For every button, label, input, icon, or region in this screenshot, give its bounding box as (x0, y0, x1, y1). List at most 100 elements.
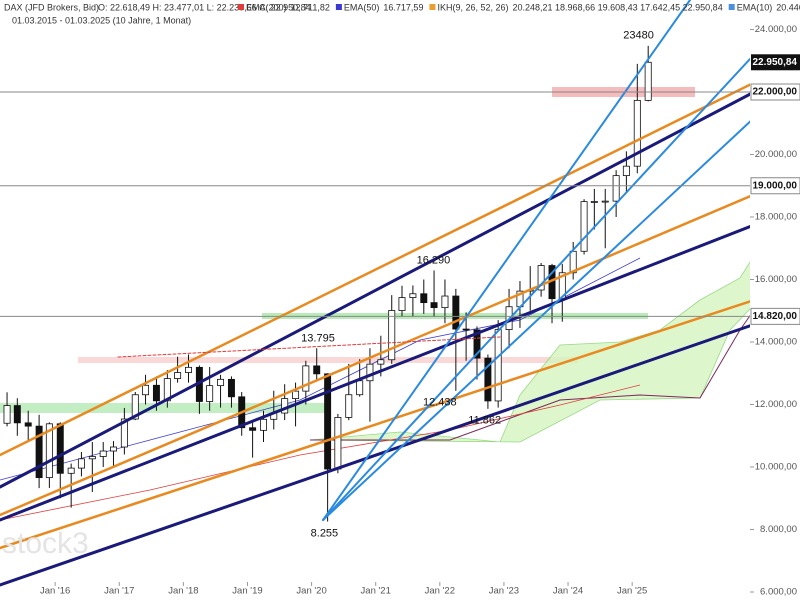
ema-200-line (0, 384, 641, 521)
candle-body (473, 329, 481, 359)
indicator-name: EMA(200) (246, 2, 287, 12)
y-tick-label: 16.000,00 (755, 274, 797, 285)
indicator-swatch (728, 4, 735, 10)
candle-body (56, 423, 64, 474)
annotation: 16.290 (417, 254, 451, 266)
candle-body (409, 293, 417, 298)
price-tag (751, 54, 800, 71)
x-tick-label: Jan '24 (553, 586, 583, 597)
annotation: 11.862 (468, 415, 501, 427)
trendline (117, 336, 501, 358)
trendline (322, 0, 691, 521)
candle-body (366, 363, 374, 382)
candle-body (67, 467, 75, 474)
candle-body (131, 394, 139, 420)
candle-body (430, 302, 438, 309)
x-tick-label: Jan '22 (425, 586, 455, 597)
y-tick-label: 6.000,00 (760, 587, 797, 598)
candle-body (77, 458, 85, 469)
candle-body (152, 384, 160, 402)
x-tick-label: Jan '21 (361, 586, 391, 597)
candle-body (420, 293, 428, 304)
candle-body (249, 427, 257, 431)
trendline (0, 173, 800, 517)
candle-body (356, 380, 364, 396)
trendlines (0, 0, 800, 587)
candle-body (622, 165, 630, 177)
candle-body (206, 385, 214, 402)
annotation: 12.438 (423, 397, 457, 409)
indicator-value: 20.248,21 18.968,66 19.608,43 17.642,45 … (513, 2, 723, 12)
candle-body (633, 99, 641, 167)
subtitle: 01.03.2015 - 01.03.2025 (10 Jahre, 1 Mon… (12, 15, 191, 25)
candle-body (260, 418, 267, 431)
y-tick-label: 12.000,00 (755, 399, 797, 410)
candle-body (217, 378, 225, 387)
candle-body (388, 310, 396, 361)
x-tick-label: Jan '23 (489, 586, 519, 597)
x-tick-label: Jan '17 (104, 586, 134, 597)
candle-body (537, 265, 545, 291)
trendline (0, 310, 792, 587)
candle-body (398, 297, 406, 311)
level-tag (750, 307, 800, 325)
indicator-name: IKH(9, 26, 52, 26) (437, 2, 508, 12)
candle-body (13, 405, 21, 424)
candle-body (24, 422, 32, 427)
y-tick-label: 10.000,00 (755, 462, 797, 473)
candle-body (494, 329, 502, 402)
candle-body (185, 366, 192, 373)
candle-body (334, 417, 342, 470)
candle-body (120, 418, 128, 448)
indicator-swatch (335, 4, 342, 10)
indicator-value: 16.717,59 (383, 2, 423, 12)
indicator-swatch (238, 4, 244, 10)
candle-body (292, 390, 300, 399)
y-tick-label: 14.000,00 (755, 337, 797, 348)
y-tick-label: 18.000,00 (755, 212, 797, 223)
indicator-name: EMA(10) (737, 2, 773, 12)
annotation: 8.255 (311, 527, 339, 539)
title: DAX (JFD Brokers, Bid) (4, 2, 99, 12)
y-tick-label: 24.000,00 (755, 24, 797, 35)
candle-body (142, 384, 150, 396)
candle-body (324, 373, 332, 470)
candle-body (377, 359, 385, 365)
candle-body (345, 394, 353, 418)
ichimoku-cloud (309, 179, 786, 443)
candle-body (580, 201, 588, 252)
candle-body (462, 328, 470, 331)
x-tick-label: Jan '18 (168, 586, 198, 597)
y-tick-label: 20.000,00 (755, 149, 797, 160)
candle-body (88, 456, 96, 460)
x-tick-label: Jan '25 (617, 586, 647, 597)
resistance-zone (78, 357, 578, 363)
candle-body (99, 450, 107, 457)
level-label: 19.000,00 (753, 180, 798, 191)
trendline (322, 74, 800, 521)
candle-body (452, 295, 460, 330)
trendline (0, 66, 800, 489)
x-tick-label: Jan '19 (232, 586, 262, 597)
trendline (0, 58, 800, 457)
level-label: 22.000,00 (753, 87, 798, 98)
trendline (0, 283, 800, 550)
level-tag (750, 177, 800, 195)
indicator-value: 20.446,18 (776, 2, 800, 12)
trendline (322, 4, 800, 521)
indicator-value: 12.711,82 (291, 2, 330, 12)
trendline (0, 205, 800, 522)
candle-body (612, 175, 620, 202)
watermark: stock3 (2, 527, 89, 560)
annotation: 23480 (623, 30, 654, 42)
support-zone (0, 403, 330, 413)
x-tick-label: Jan '16 (40, 586, 70, 597)
level-tag (750, 83, 800, 101)
candle-body (441, 295, 449, 309)
candle-body (644, 61, 652, 101)
candle-body (3, 405, 11, 424)
indicator-swatch (429, 4, 436, 10)
candle-body (45, 423, 53, 479)
price-tag-label: 22.950,84 (753, 57, 798, 68)
